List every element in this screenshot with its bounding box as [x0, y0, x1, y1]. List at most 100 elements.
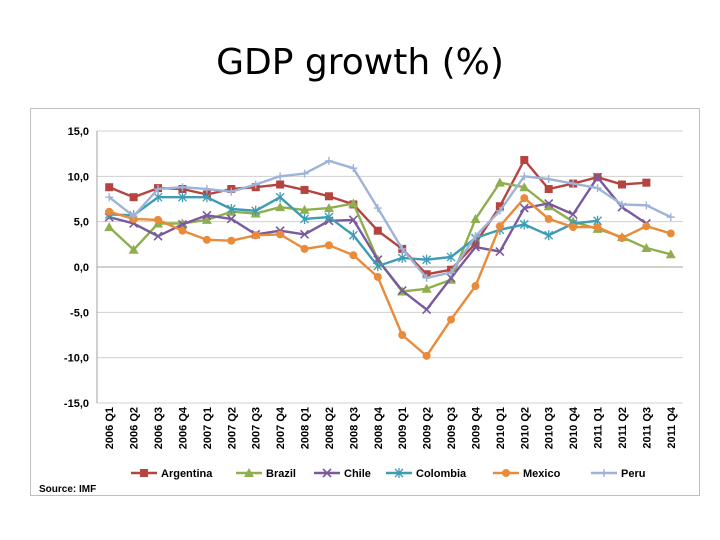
- data-point: [397, 286, 407, 296]
- data-point: [666, 229, 675, 238]
- data-point: [129, 212, 138, 221]
- legend-label: Brazil: [266, 468, 296, 480]
- y-tick-label: -15,0: [64, 398, 89, 410]
- x-tick-label: 2007 Q1: [202, 407, 214, 449]
- data-point: [617, 233, 626, 242]
- data-point: [447, 315, 456, 324]
- data-point: [348, 215, 358, 225]
- data-point: [593, 184, 602, 193]
- data-point: [422, 254, 432, 265]
- data-point: [519, 203, 529, 213]
- x-tick-label: 2011 Q1: [593, 407, 605, 449]
- data-point: [593, 223, 602, 232]
- x-tick-label: 2010 Q3: [544, 407, 556, 449]
- x-tick-label: 2009 Q2: [422, 407, 434, 449]
- data-point: [520, 194, 529, 203]
- data-point: [154, 215, 163, 224]
- data-point: [251, 180, 260, 189]
- x-tick-label: 2010 Q4: [568, 406, 580, 449]
- x-tick-label: 2008 Q2: [324, 407, 336, 449]
- data-point: [569, 179, 578, 188]
- legend-item-brazil: Brazil: [236, 468, 296, 480]
- data-point: [324, 156, 333, 165]
- data-point: [520, 156, 529, 165]
- data-point: [397, 252, 407, 263]
- gdp-line-chart: 15,010,05,00,0-5,0-10,0-15,0 2006 Q1 2006…: [39, 126, 683, 495]
- y-tick-label: 15,0: [68, 126, 89, 138]
- data-point: [227, 187, 236, 196]
- data-point: [276, 230, 285, 239]
- data-point: [300, 213, 310, 224]
- series-mexico: [105, 194, 675, 360]
- data-point: [373, 204, 382, 213]
- data-point: [202, 235, 211, 244]
- data-point: [544, 198, 554, 209]
- data-point: [128, 244, 139, 254]
- x-tick-label: 2006 Q3: [153, 407, 165, 449]
- data-point: [519, 219, 529, 230]
- x-tick-label: 2008 Q3: [348, 407, 360, 449]
- data-point: [322, 468, 332, 478]
- series-line: [108, 196, 672, 358]
- x-tick-label: 2010 Q2: [519, 407, 531, 449]
- y-tick-label: 0,0: [74, 262, 89, 274]
- data-point: [104, 222, 115, 232]
- x-tick-label: 2009 Q3: [446, 407, 458, 449]
- data-point: [140, 469, 148, 477]
- data-point: [470, 213, 481, 223]
- data-point: [202, 210, 212, 220]
- x-tick-label: 2007 Q4: [275, 406, 287, 449]
- x-tick-label: 2007 Q2: [226, 407, 238, 449]
- data-point: [446, 252, 456, 263]
- x-axis-ticks: 2006 Q1 2006 Q2 2006 Q3 2006 Q4 2007 Q1 2007 …: [104, 406, 678, 449]
- data-point: [568, 209, 578, 219]
- data-point: [502, 469, 510, 477]
- data-point: [544, 230, 554, 241]
- legend-label: Colombia: [416, 468, 467, 480]
- data-point: [202, 185, 211, 194]
- x-tick-label: 2010 Q1: [495, 407, 507, 449]
- data-point: [105, 207, 114, 216]
- legend-item-peru: Peru: [591, 468, 645, 480]
- data-point: [153, 192, 163, 203]
- data-point: [178, 183, 187, 192]
- data-point: [202, 192, 212, 203]
- data-point: [592, 172, 603, 182]
- data-point: [520, 172, 529, 181]
- data-point: [153, 231, 163, 241]
- data-point: [447, 268, 456, 277]
- data-point: [299, 204, 310, 214]
- y-tick-label: -5,0: [70, 307, 89, 319]
- series-chile: [104, 172, 651, 315]
- data-point: [349, 164, 358, 173]
- data-point: [251, 205, 261, 216]
- data-point: [642, 222, 651, 231]
- data-point: [422, 305, 432, 315]
- plot-area: [104, 156, 676, 360]
- data-point: [398, 331, 407, 339]
- data-point: [543, 201, 554, 211]
- x-tick-label: 2009 Q1: [397, 407, 409, 449]
- data-point: [105, 183, 114, 192]
- data-point: [398, 244, 407, 253]
- x-tick-label: 2006 Q2: [129, 407, 141, 449]
- data-point: [422, 273, 431, 282]
- data-point: [471, 239, 480, 248]
- source-note: Source: IMF: [39, 484, 96, 495]
- legend-item-mexico: Mexico: [493, 468, 561, 480]
- data-point: [471, 232, 480, 241]
- x-tick-label: 2011 Q2: [617, 407, 629, 449]
- data-point: [641, 242, 652, 252]
- data-point: [642, 178, 651, 187]
- data-point: [324, 192, 333, 201]
- data-point: [600, 469, 608, 477]
- x-tick-label: 2006 Q4: [177, 406, 189, 449]
- x-tick-label: 2006 Q1: [104, 407, 116, 449]
- data-point: [300, 169, 309, 178]
- legend-label: Argentina: [161, 468, 213, 480]
- data-point: [642, 201, 651, 210]
- series-line: [108, 159, 672, 280]
- data-point: [519, 182, 530, 192]
- data-point: [569, 223, 578, 232]
- legend: Argentina Brazil Chile Colombia Mexico Peru: [131, 468, 645, 480]
